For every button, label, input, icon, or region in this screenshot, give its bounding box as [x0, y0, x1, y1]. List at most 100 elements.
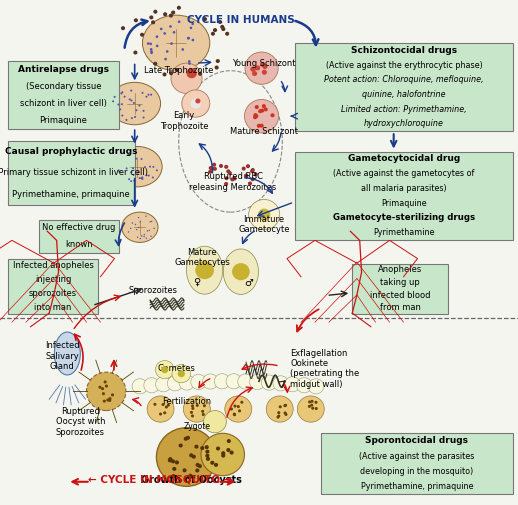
Circle shape [250, 169, 254, 173]
Circle shape [162, 403, 165, 406]
Circle shape [210, 167, 214, 171]
Text: Pyrimethamine, primaquine: Pyrimethamine, primaquine [12, 189, 130, 198]
Circle shape [144, 166, 146, 168]
Circle shape [141, 235, 142, 237]
Text: schizont in liver cell): schizont in liver cell) [20, 98, 107, 108]
Circle shape [283, 404, 286, 407]
Text: ♀: ♀ [193, 276, 200, 286]
Circle shape [171, 460, 175, 464]
Circle shape [201, 433, 244, 476]
Circle shape [315, 407, 318, 410]
Circle shape [135, 224, 136, 225]
Circle shape [119, 109, 121, 111]
Circle shape [203, 404, 206, 407]
Circle shape [310, 400, 313, 403]
Circle shape [198, 72, 202, 76]
Circle shape [166, 50, 168, 53]
Circle shape [153, 10, 157, 14]
Circle shape [164, 58, 167, 61]
Circle shape [145, 216, 147, 217]
Circle shape [179, 375, 195, 390]
Circle shape [210, 461, 214, 465]
Circle shape [277, 416, 280, 419]
Circle shape [226, 169, 231, 173]
Circle shape [169, 14, 173, 18]
Circle shape [196, 404, 199, 407]
Circle shape [131, 99, 133, 102]
Circle shape [191, 98, 201, 109]
Circle shape [233, 413, 236, 416]
Circle shape [190, 411, 193, 414]
Circle shape [133, 180, 135, 182]
Text: Primaquine: Primaquine [39, 116, 88, 125]
Circle shape [264, 108, 268, 112]
Circle shape [171, 11, 175, 15]
Circle shape [187, 37, 190, 39]
Circle shape [117, 104, 119, 106]
Circle shape [227, 439, 231, 443]
Circle shape [130, 89, 132, 91]
Circle shape [187, 37, 190, 39]
Text: Ruptured
Oocyst with
Sporozoites: Ruptured Oocyst with Sporozoites [55, 407, 105, 437]
Text: (Active against the parasites: (Active against the parasites [359, 451, 474, 461]
Circle shape [149, 166, 151, 168]
Circle shape [253, 113, 257, 117]
Circle shape [123, 95, 125, 97]
Circle shape [142, 117, 145, 119]
Circle shape [261, 375, 277, 390]
Circle shape [203, 374, 218, 389]
Circle shape [181, 48, 184, 51]
Text: Immature
Gametocyte: Immature Gametocyte [238, 215, 290, 234]
Text: known: known [65, 240, 93, 249]
Circle shape [149, 221, 151, 223]
Text: Gametocyte-sterilizing drugs: Gametocyte-sterilizing drugs [333, 213, 475, 222]
Circle shape [252, 71, 257, 76]
Text: CYCLE IN HUMANS: CYCLE IN HUMANS [187, 15, 295, 25]
Text: Young Schizont: Young Schizont [233, 59, 296, 68]
Circle shape [148, 175, 150, 177]
Text: Primaquine: Primaquine [381, 198, 427, 208]
Circle shape [213, 28, 217, 32]
Circle shape [250, 67, 255, 72]
Circle shape [262, 64, 267, 69]
Circle shape [128, 178, 130, 180]
Circle shape [132, 222, 133, 224]
Circle shape [266, 396, 293, 422]
Circle shape [212, 163, 216, 167]
Circle shape [111, 393, 114, 396]
Circle shape [150, 52, 153, 54]
Circle shape [224, 182, 228, 186]
Circle shape [101, 387, 104, 390]
Circle shape [168, 457, 172, 461]
Circle shape [136, 229, 137, 230]
Circle shape [150, 50, 153, 53]
Circle shape [192, 39, 194, 41]
Circle shape [215, 59, 220, 63]
Circle shape [204, 411, 226, 433]
Circle shape [121, 103, 123, 105]
Circle shape [257, 124, 261, 128]
Ellipse shape [109, 82, 161, 125]
Circle shape [183, 396, 210, 422]
Text: Infected anopheles: Infected anopheles [12, 261, 94, 270]
Circle shape [214, 463, 218, 467]
Circle shape [103, 399, 106, 402]
Circle shape [168, 459, 172, 463]
Circle shape [128, 98, 131, 100]
Circle shape [140, 238, 141, 239]
Circle shape [248, 181, 252, 185]
Circle shape [149, 230, 150, 231]
Ellipse shape [122, 212, 158, 242]
Circle shape [254, 114, 258, 118]
Circle shape [137, 172, 139, 173]
Circle shape [211, 32, 215, 36]
Circle shape [137, 236, 138, 238]
Circle shape [127, 154, 130, 156]
Circle shape [140, 33, 144, 37]
Text: Limited action: Pyrimethamine,: Limited action: Pyrimethamine, [341, 105, 467, 114]
Circle shape [273, 376, 289, 391]
FancyBboxPatch shape [39, 220, 119, 252]
Circle shape [175, 68, 179, 72]
Text: ♂: ♂ [244, 278, 253, 288]
Text: Infected
Salivary
Gland: Infected Salivary Gland [45, 341, 79, 371]
